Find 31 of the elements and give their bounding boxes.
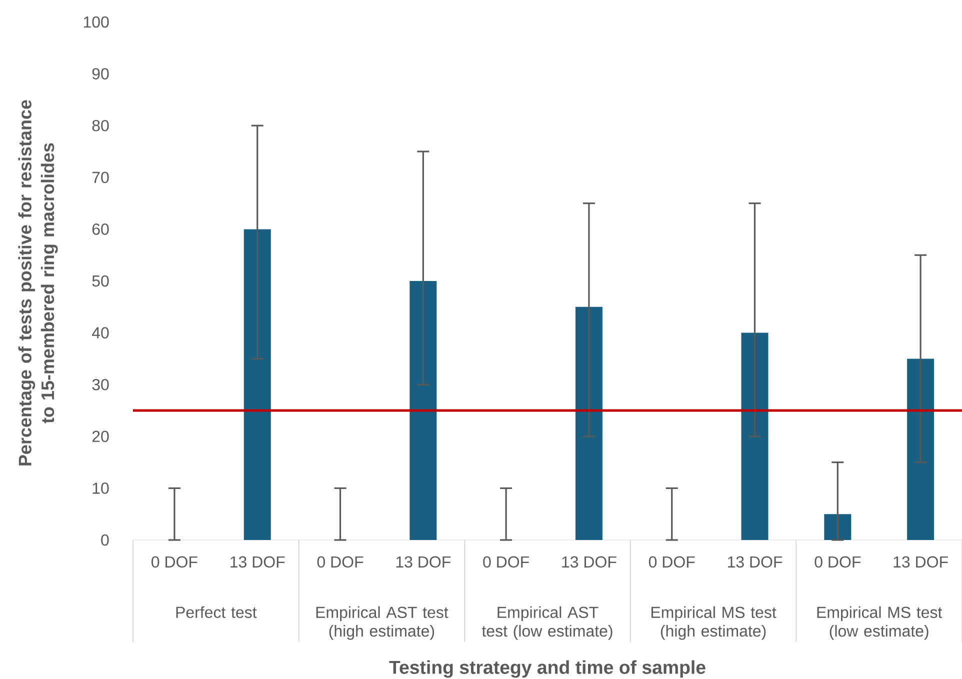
text: Empirical AST test (high estimate): [316, 606, 448, 640]
bar: [741, 332, 768, 540]
y-tick-label: 40: [92, 327, 109, 338]
text: Empirical MS test (low estimate): [817, 606, 942, 640]
x-tick-label: 0 DOF: [483, 556, 529, 568]
text: Empirical MS test (high estimate): [652, 606, 776, 640]
y-tick-label: 60: [92, 224, 109, 235]
y-tick-label: 80: [92, 120, 109, 132]
y-axis-title: Percentage of tests positive for resistance to 15-membered ring macrolides: [18, 100, 58, 466]
text: Empirical AST test (low estimate): [482, 606, 612, 640]
y-tick-label: 0: [101, 534, 109, 546]
x-tick-label: 0 DOF: [814, 556, 861, 568]
bar: [244, 229, 271, 540]
x-tick-label: 13 DOF: [894, 556, 948, 568]
x-tick-label: 13 DOF: [728, 556, 782, 568]
y-tick-label: 10: [92, 482, 109, 494]
x-tick-label: 0 DOF: [152, 556, 198, 568]
x-tick-label: 13 DOF: [562, 556, 616, 568]
y-tick-label: 20: [92, 430, 109, 442]
y-tick-label: 70: [92, 172, 109, 184]
y-tick-label: 90: [92, 68, 109, 80]
x-tick-label: 0 DOF: [317, 556, 364, 568]
x-tick-label: 13 DOF: [396, 556, 451, 568]
text: Perfect test: [176, 606, 257, 618]
y-tick-label: 50: [92, 275, 109, 287]
x-axis-title: Testing strategy and time of sample: [389, 660, 706, 678]
x-tick-label: 13 DOF: [230, 556, 285, 568]
x-tick-label: 0 DOF: [648, 556, 695, 568]
y-tick-label: 30: [92, 378, 109, 390]
bar: [410, 281, 437, 540]
y-tick-label: 100: [84, 16, 109, 28]
